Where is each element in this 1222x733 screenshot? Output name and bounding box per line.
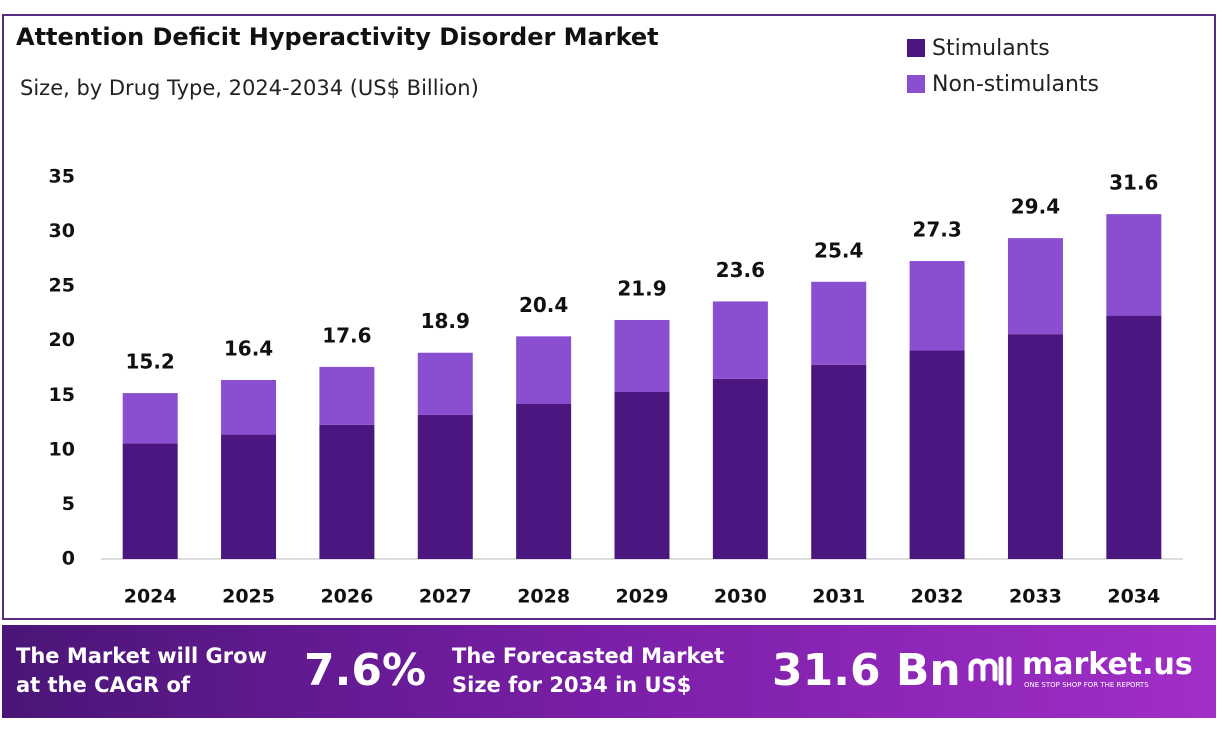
- logo-text: market.us: [1022, 647, 1193, 682]
- bar-segment: [614, 319, 670, 393]
- chart-title: Attention Deficit Hyperactivity Disorder…: [16, 23, 659, 51]
- chart-frame: [2, 14, 1216, 620]
- forecast-text: The Forecasted Market Size for 2034 in US…: [452, 642, 724, 700]
- x-tick-label: 2025: [222, 586, 275, 608]
- total-label: 15.2: [126, 350, 175, 374]
- bar-segment: [221, 380, 277, 435]
- x-tick-label: 2031: [812, 586, 865, 608]
- forecast-value: 31.6 Bn: [772, 645, 961, 696]
- y-tick-label: 5: [62, 493, 75, 515]
- y-tick-label: 20: [49, 329, 75, 351]
- x-tick-label: 2027: [419, 586, 472, 608]
- bar-segment: [712, 301, 768, 379]
- bar-segment: [909, 350, 965, 559]
- bar-segment: [811, 364, 867, 559]
- cagr-value: 7.6%: [304, 645, 427, 696]
- logo-icon: [968, 656, 1012, 686]
- total-label: 17.6: [322, 323, 371, 347]
- chart-subtitle: Size, by Drug Type, 2024-2034 (US$ Billi…: [20, 76, 479, 100]
- total-label: 18.9: [421, 309, 470, 333]
- x-tick-label: 2032: [911, 586, 964, 608]
- bar-segment: [712, 378, 768, 559]
- bar-segment: [1007, 238, 1063, 335]
- cagr-line: at the CAGR of: [16, 673, 191, 697]
- y-tick-label: 15: [49, 384, 75, 406]
- total-label: 27.3: [912, 218, 961, 242]
- total-label: 25.4: [814, 238, 863, 262]
- total-label: 29.4: [1011, 195, 1060, 219]
- bar-segment: [319, 424, 375, 559]
- x-tick-label: 2024: [124, 586, 177, 608]
- y-tick-label: 35: [49, 166, 75, 188]
- total-label: 23.6: [716, 258, 765, 282]
- forecast-line: Size for 2034 in US$: [452, 673, 692, 697]
- legend-swatch: [907, 39, 925, 57]
- x-tick-label: 2026: [320, 586, 373, 608]
- footer: The Market will Grow at the CAGR of 7.6% …: [2, 625, 1216, 718]
- x-tick-label: 2028: [517, 586, 570, 608]
- forecast-line: The Forecasted Market: [452, 644, 725, 668]
- bar-segment: [614, 392, 670, 559]
- x-tick-label: 2030: [714, 586, 767, 608]
- bar-segment: [909, 261, 965, 351]
- x-tick-label: 2034: [1107, 586, 1160, 608]
- logo-tagline: ONE STOP SHOP FOR THE REPORTS: [1024, 681, 1149, 689]
- y-tick-label: 10: [49, 438, 75, 460]
- total-label: 21.9: [617, 276, 666, 300]
- y-tick-label: 30: [49, 220, 75, 242]
- legend-label: Non-stimulants: [932, 72, 1099, 97]
- total-label: 31.6: [1109, 171, 1158, 195]
- bar-segment: [1007, 334, 1063, 559]
- x-tick-label: 2033: [1009, 586, 1062, 608]
- bar-segment: [221, 434, 277, 559]
- bar-segment: [417, 352, 473, 415]
- bar-segment: [516, 336, 572, 405]
- x-tick-label: 2029: [616, 586, 669, 608]
- cagr-text: The Market will Grow at the CAGR of: [16, 642, 267, 700]
- y-tick-label: 25: [49, 275, 75, 297]
- bar-segment: [417, 414, 473, 559]
- y-tick-label: 0: [62, 548, 75, 570]
- legend-swatch: [907, 75, 925, 93]
- cagr-line: The Market will Grow: [16, 644, 267, 668]
- total-label: 16.4: [224, 337, 273, 361]
- chart: Attention Deficit Hyperactivity Disorder…: [16, 23, 1183, 608]
- bar-segment: [1106, 315, 1162, 559]
- bar-segment: [122, 393, 178, 444]
- bar-segment: [122, 443, 178, 559]
- bar-segment: [516, 404, 572, 559]
- legend-label: Stimulants: [932, 36, 1050, 61]
- bar-segment: [1106, 214, 1162, 316]
- bar-segment: [811, 281, 867, 365]
- total-label: 20.4: [519, 293, 568, 317]
- bar-segment: [319, 366, 375, 425]
